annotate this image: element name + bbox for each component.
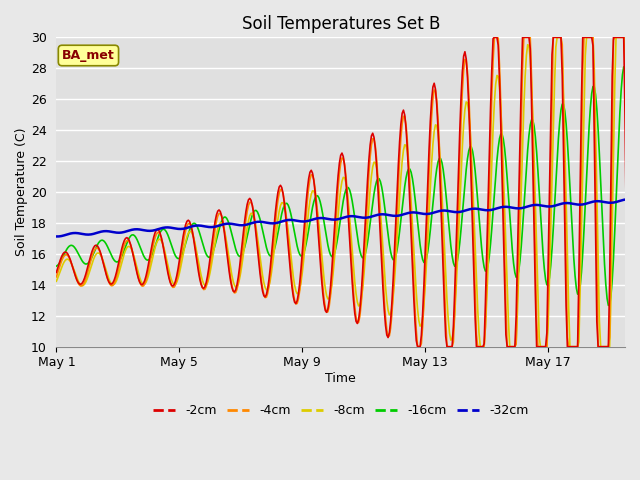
Title: Soil Temperatures Set B: Soil Temperatures Set B bbox=[241, 15, 440, 33]
Legend: -2cm, -4cm, -8cm, -16cm, -32cm: -2cm, -4cm, -8cm, -16cm, -32cm bbox=[148, 399, 534, 422]
Y-axis label: Soil Temperature (C): Soil Temperature (C) bbox=[15, 128, 28, 256]
X-axis label: Time: Time bbox=[325, 372, 356, 385]
Text: BA_met: BA_met bbox=[62, 49, 115, 62]
